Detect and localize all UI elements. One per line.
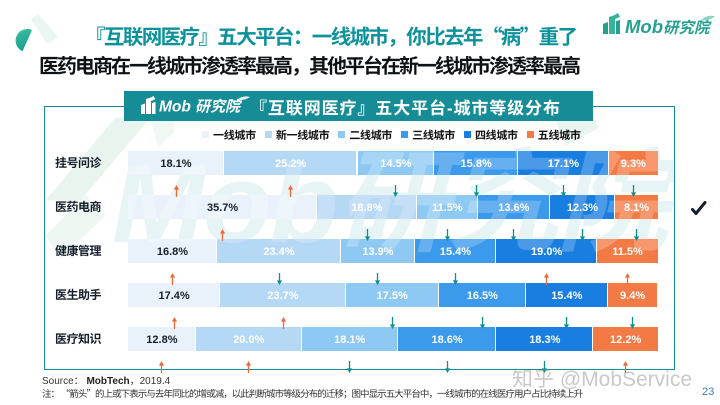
svg-text:Mob: Mob (625, 16, 663, 37)
svg-text:研究院: 研究院 (195, 96, 243, 117)
svg-text:研究院: 研究院 (663, 16, 712, 38)
svg-text:Mob: Mob (159, 99, 191, 116)
